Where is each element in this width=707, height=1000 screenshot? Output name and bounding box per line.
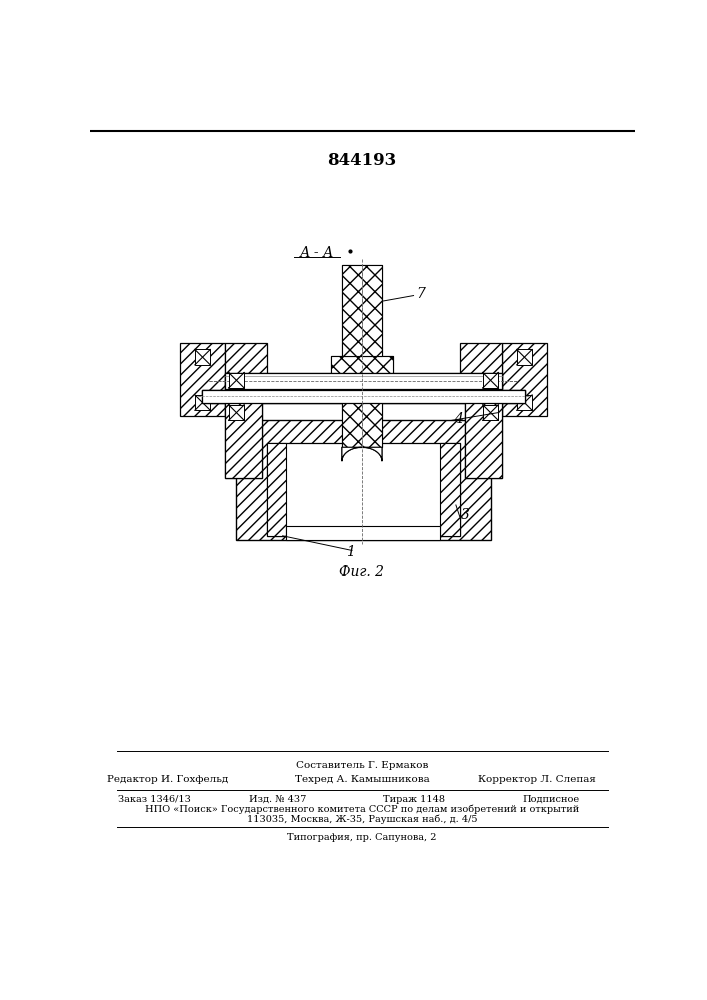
Text: Фиг. 2: Фиг. 2 [339, 565, 385, 579]
Bar [229, 405, 244, 420]
Bar [225, 373, 502, 389]
Bar [342, 265, 382, 356]
Bar [229, 405, 244, 420]
Bar [517, 349, 532, 365]
Bar [195, 395, 210, 410]
Bar [180, 343, 225, 416]
Bar [331, 356, 393, 373]
Text: Заказ 1346/13: Заказ 1346/13 [117, 795, 190, 804]
Bar [201, 389, 525, 403]
Text: Изд. № 437: Изд. № 437 [249, 795, 306, 804]
Text: 844193: 844193 [327, 152, 397, 169]
Bar [483, 373, 498, 388]
Bar [229, 373, 244, 388]
Bar [502, 343, 547, 416]
Text: НПО «Поиск» Государственного комитета СССР по делам изобретений и открытий: НПО «Поиск» Государственного комитета СС… [145, 804, 579, 814]
Text: 4: 4 [454, 412, 462, 426]
Bar [286, 526, 440, 540]
Text: Составитель Г. Ермаков: Составитель Г. Ермаков [296, 761, 428, 770]
Bar [460, 343, 502, 389]
Text: 3: 3 [461, 508, 470, 522]
Bar [225, 343, 267, 389]
Bar [229, 373, 244, 388]
Text: 7: 7 [416, 287, 426, 301]
Bar [483, 405, 498, 420]
Bar [483, 373, 498, 388]
Bar [342, 389, 382, 447]
Text: 1: 1 [346, 545, 355, 559]
Text: Корректор Л. Слепая: Корректор Л. Слепая [478, 775, 596, 784]
Text: А - А: А - А [300, 246, 334, 260]
Bar [225, 389, 262, 478]
Bar [517, 395, 532, 410]
Bar [225, 389, 262, 478]
Bar [201, 389, 525, 403]
Text: 113035, Москва, Ж-35, Раушская наб., д. 4/5: 113035, Москва, Ж-35, Раушская наб., д. … [247, 814, 477, 824]
Text: Редактор И. Гохфельд: Редактор И. Гохфельд [107, 775, 228, 784]
Bar [465, 389, 502, 478]
Text: Типография, пр. Сапунова, 2: Типография, пр. Сапунова, 2 [287, 833, 437, 842]
Text: Подписное: Подписное [522, 795, 579, 804]
Bar [342, 265, 382, 356]
Bar [267, 443, 460, 536]
Polygon shape [342, 447, 382, 461]
Bar [483, 405, 498, 420]
Polygon shape [342, 447, 382, 461]
Bar [236, 420, 491, 540]
Bar [342, 389, 382, 447]
Bar [195, 349, 210, 365]
Bar [465, 389, 502, 478]
Bar [225, 373, 502, 389]
Bar [331, 356, 393, 373]
Text: Тираж 1148: Тираж 1148 [382, 795, 445, 804]
Bar [201, 389, 525, 403]
Text: Техред А. Камышникова: Техред А. Камышникова [295, 775, 429, 784]
Bar [440, 443, 460, 536]
Bar [267, 443, 286, 536]
